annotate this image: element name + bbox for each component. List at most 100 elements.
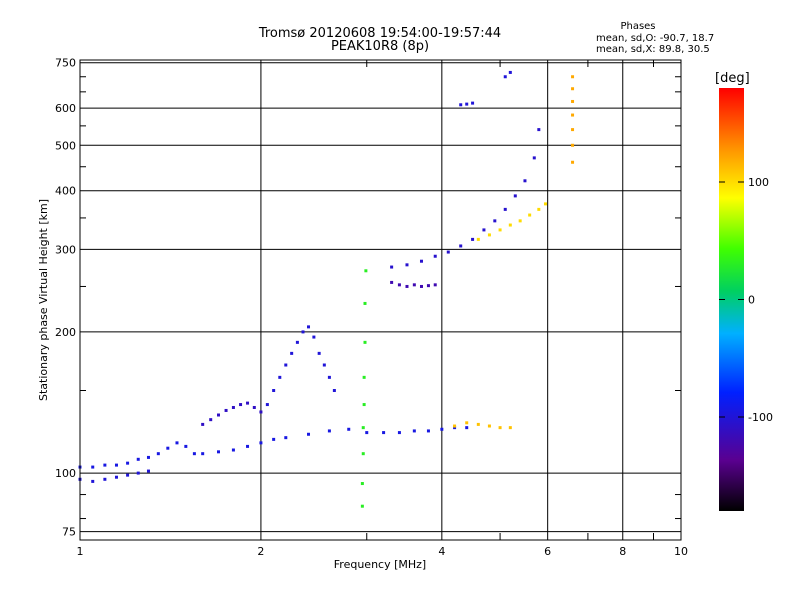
echo-point [246, 401, 250, 405]
echo-point [482, 228, 486, 232]
echo-point [405, 263, 409, 267]
x-tick-label: 1 [77, 545, 84, 558]
echo-point [317, 351, 321, 355]
echo-point [290, 351, 294, 355]
y-tick-label: 600 [55, 102, 76, 115]
echo-point [571, 99, 575, 103]
echo-point [252, 405, 256, 409]
x-tick-label: 6 [544, 545, 551, 558]
echo-point [453, 426, 457, 430]
chart-title-line2: PEAK10R8 (8p) [330, 39, 430, 54]
echo-point [487, 233, 491, 237]
echo-point [347, 427, 351, 431]
echo-point [259, 441, 263, 445]
colorbar-tick-label: -100 [748, 411, 773, 424]
echo-point [201, 422, 205, 426]
echo-point [433, 254, 437, 258]
echo-point [284, 436, 288, 440]
echo-point [390, 265, 394, 269]
echo-point [419, 259, 423, 263]
echo-point [231, 448, 235, 452]
echo-point [498, 426, 502, 430]
phases-o-stats: mean, sd,O: -90.7, 18.7 [596, 33, 715, 44]
echo-point [126, 461, 130, 465]
echo-point [426, 429, 430, 433]
echo-point [446, 250, 450, 254]
echo-point [508, 70, 512, 74]
x-tick-label: 10 [674, 545, 688, 558]
y-tick-label: 100 [55, 467, 76, 480]
x-tick-label: 2 [257, 545, 264, 558]
echo-point [284, 363, 288, 367]
y-tick-label: 750 [55, 57, 76, 70]
echo-point [508, 223, 512, 227]
y-tick-label: 300 [55, 243, 76, 256]
echo-point [312, 335, 316, 339]
echo-point [114, 463, 118, 467]
echo-point [175, 441, 179, 445]
echo-point [360, 504, 364, 508]
echo-point [322, 363, 326, 367]
echo-point [459, 244, 463, 248]
echo-point [476, 422, 480, 426]
echo-point [503, 207, 507, 211]
echo-point [528, 213, 532, 217]
echo-point [136, 457, 140, 461]
echo-point [537, 207, 541, 211]
echo-point [361, 426, 365, 430]
echo-point [272, 389, 276, 393]
echo-point [503, 75, 507, 79]
echo-point [508, 426, 512, 430]
echo-point [91, 465, 95, 469]
echo-point [465, 421, 469, 425]
phases-x-stats: mean, sd,X: 89.8, 30.5 [596, 44, 710, 55]
echo-point [362, 375, 366, 379]
x-tick-label: 8 [619, 545, 626, 558]
echo-point [307, 325, 311, 329]
echo-point [426, 284, 430, 288]
y-tick-label: 75 [62, 526, 76, 539]
plot-frame [79, 59, 682, 541]
echo-point [405, 284, 409, 288]
echo-point [103, 463, 107, 467]
echo-point [239, 403, 243, 407]
echo-point [412, 429, 416, 433]
echo-point [390, 280, 394, 284]
chart-title-line1: Tromsø 20120608 19:54:00-19:57:44 [258, 26, 502, 41]
echo-point [363, 340, 367, 344]
y-tick-label: 200 [55, 326, 76, 339]
echo-point [192, 452, 196, 456]
echo-point [216, 450, 220, 454]
echo-point [571, 160, 575, 164]
echo-point [571, 75, 575, 79]
echo-point [136, 471, 140, 475]
echo-point [487, 424, 491, 428]
echo-point [571, 113, 575, 117]
echo-point [537, 128, 541, 132]
echo-point [471, 237, 475, 241]
echo-point [498, 228, 502, 232]
echo-point [543, 202, 547, 206]
echo-point [224, 408, 228, 412]
echo-point [156, 452, 160, 456]
echo-point [419, 284, 423, 288]
y-tick-label: 500 [55, 139, 76, 152]
echo-point [272, 437, 276, 441]
y-axis-label: Stationary phase Virtual Height [km] [37, 199, 50, 401]
echo-point [459, 103, 463, 107]
echo-point [327, 429, 331, 433]
echo-point [532, 156, 536, 160]
echo-point [453, 424, 457, 428]
echo-point [571, 87, 575, 91]
echo-point [440, 427, 444, 431]
echo-point [278, 375, 282, 379]
echo-point [465, 102, 469, 106]
echo-point [465, 426, 469, 430]
colorbar-tick-label: 100 [748, 176, 769, 189]
echo-point [433, 283, 437, 287]
echo-point [471, 101, 475, 105]
echo-point [216, 413, 220, 417]
echo-point [360, 482, 364, 486]
echo-point [382, 431, 386, 435]
